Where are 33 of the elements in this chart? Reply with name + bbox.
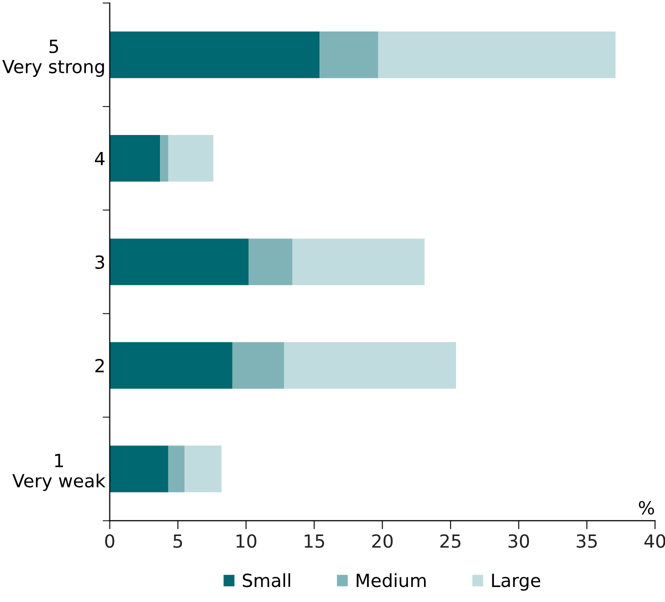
y-tick-label: 3 — [95, 255, 104, 269]
y-tick-label: 4 — [94, 152, 105, 166]
y-tick-label: 5 Very strong — [2, 40, 104, 77]
bar — [110, 238, 249, 286]
bar — [168, 135, 214, 182]
y-tick-label: 1 Very weak — [12, 454, 106, 492]
x-tick-label: 20 — [372, 534, 393, 548]
x-tick-label: 40 — [644, 534, 665, 548]
bar — [292, 238, 425, 286]
x-axis-title: % — [638, 500, 654, 515]
legend-label: Medium — [356, 573, 426, 588]
bar — [160, 135, 168, 182]
x-tick-label: 25 — [440, 534, 460, 548]
bar — [320, 31, 378, 78]
bar — [232, 342, 284, 389]
bar — [248, 238, 292, 286]
x-tick-label: 30 — [508, 534, 529, 548]
bar — [110, 31, 320, 78]
x-tick-label: 0 — [105, 534, 114, 548]
bar — [110, 446, 168, 492]
y-tick-label: 2 — [95, 358, 104, 372]
x-tick-label: 10 — [236, 534, 256, 548]
bar — [110, 342, 232, 389]
legend-label: Small — [242, 573, 290, 588]
legend-label: Large — [492, 574, 540, 591]
x-tick-label: 15 — [304, 534, 324, 548]
bar — [168, 446, 185, 492]
x-tick-label: 5 — [174, 534, 182, 548]
bar — [378, 31, 616, 78]
bar — [284, 342, 456, 389]
bar — [110, 135, 160, 182]
x-tick-label: 35 — [576, 534, 597, 548]
bar — [184, 446, 222, 492]
